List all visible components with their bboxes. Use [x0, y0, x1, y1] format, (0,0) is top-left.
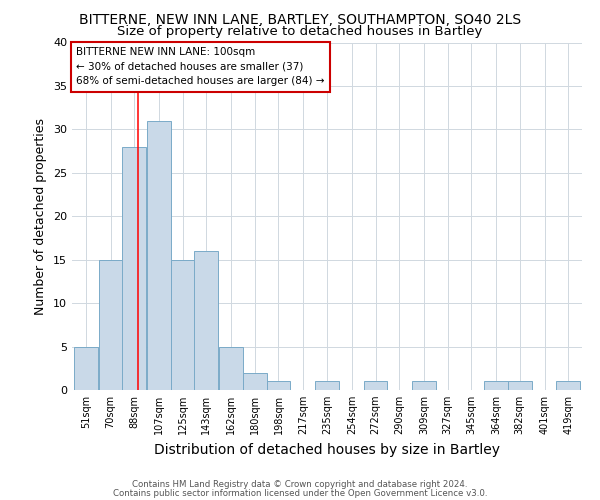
Bar — [315, 382, 339, 390]
Bar — [556, 382, 580, 390]
Bar — [484, 382, 508, 390]
Bar — [508, 382, 532, 390]
Text: BITTERNE, NEW INN LANE, BARTLEY, SOUTHAMPTON, SO40 2LS: BITTERNE, NEW INN LANE, BARTLEY, SOUTHAM… — [79, 12, 521, 26]
Bar — [412, 382, 436, 390]
Bar — [364, 382, 388, 390]
Bar — [266, 382, 290, 390]
X-axis label: Distribution of detached houses by size in Bartley: Distribution of detached houses by size … — [154, 442, 500, 456]
Text: BITTERNE NEW INN LANE: 100sqm
← 30% of detached houses are smaller (37)
68% of s: BITTERNE NEW INN LANE: 100sqm ← 30% of d… — [76, 47, 325, 86]
Bar — [122, 147, 146, 390]
Bar — [147, 120, 171, 390]
Bar — [220, 346, 243, 390]
Bar — [171, 260, 195, 390]
Bar — [99, 260, 122, 390]
Bar — [194, 251, 218, 390]
Y-axis label: Number of detached properties: Number of detached properties — [34, 118, 47, 315]
Bar — [243, 372, 267, 390]
Bar — [74, 346, 98, 390]
Text: Contains HM Land Registry data © Crown copyright and database right 2024.: Contains HM Land Registry data © Crown c… — [132, 480, 468, 489]
Text: Contains public sector information licensed under the Open Government Licence v3: Contains public sector information licen… — [113, 489, 487, 498]
Text: Size of property relative to detached houses in Bartley: Size of property relative to detached ho… — [118, 25, 482, 38]
